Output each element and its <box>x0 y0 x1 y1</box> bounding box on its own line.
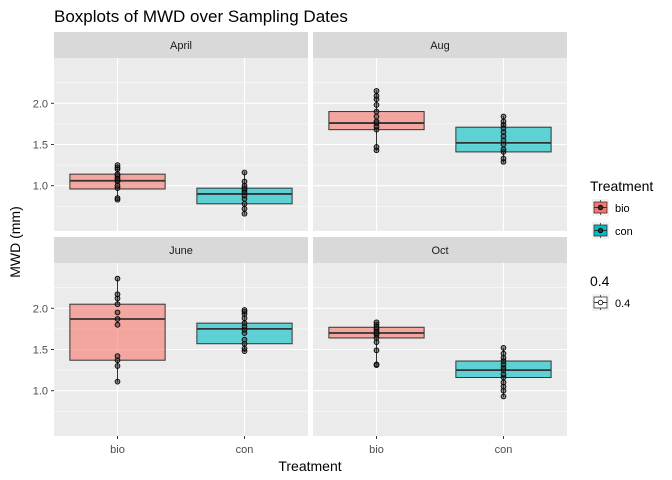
y-tick-label: 1.0 <box>33 386 48 398</box>
data-point <box>373 88 380 94</box>
data-point <box>500 393 507 400</box>
legend-alpha-key: 0.4 <box>592 294 630 311</box>
data-point <box>114 378 121 385</box>
legend-key-con: con <box>592 222 633 239</box>
box-con <box>196 169 293 217</box>
facet-panels: April 1.0 1.5 2.0 Aug June 1.0 1.5 2.0 bio con Oct b… <box>33 32 567 456</box>
x-tick-label: con <box>495 444 513 456</box>
data-point <box>373 102 380 108</box>
data-point <box>114 171 121 178</box>
data-point <box>114 162 121 168</box>
data-point <box>500 155 507 162</box>
legend-label: bio <box>615 203 630 215</box>
data-point <box>373 118 380 125</box>
data-point <box>500 345 507 351</box>
box-bio <box>69 162 166 203</box>
data-point <box>241 307 248 313</box>
chart-title: Boxplots of MWD over Sampling Dates <box>54 7 348 26</box>
data-point <box>373 347 380 354</box>
data-point <box>373 108 380 115</box>
data-point <box>241 336 248 343</box>
data-point <box>114 275 121 282</box>
facet-strip <box>313 32 567 58</box>
y-tick-label: 1.5 <box>33 345 48 357</box>
panel-oct: Oct bio con <box>313 237 567 456</box>
data-point <box>500 146 507 153</box>
data-point <box>114 195 121 201</box>
legend: Treatment 0.4 bio con 0.4 <box>590 178 653 311</box>
box-con <box>455 113 552 165</box>
x-axis-title: Treatment <box>278 458 341 474</box>
legend-key-point <box>597 227 604 234</box>
data-point <box>373 319 380 326</box>
data-point <box>114 321 121 328</box>
data-point <box>500 350 507 357</box>
legend-label: con <box>615 226 633 238</box>
data-point <box>241 205 248 212</box>
data-point <box>241 178 248 185</box>
box-bio <box>328 88 425 154</box>
legend-key-point <box>597 204 604 211</box>
y-tick-label: 2.0 <box>33 303 48 315</box>
y-tick-label: 2.0 <box>33 98 48 110</box>
data-point <box>373 113 380 120</box>
data-point <box>114 316 121 322</box>
facet-strip <box>54 32 308 58</box>
panel-april: April 1.0 1.5 2.0 <box>33 32 308 231</box>
facet-label: June <box>169 245 193 257</box>
facet-label: Oct <box>431 245 448 257</box>
data-point <box>114 291 121 298</box>
data-point <box>373 361 380 368</box>
data-point <box>241 320 248 326</box>
data-point <box>241 210 248 217</box>
facet-strip <box>54 237 308 263</box>
x-tick-label: con <box>236 444 254 456</box>
y-axis-title: MWD (mm) <box>7 206 23 278</box>
facet-label: Aug <box>430 40 450 52</box>
legend-label: 0.4 <box>615 298 630 310</box>
box-bio <box>328 319 425 369</box>
data-point <box>373 144 380 150</box>
data-point <box>114 309 121 316</box>
x-tick-label: bio <box>110 444 125 456</box>
data-point <box>500 379 507 386</box>
y-tick-label: 1.5 <box>33 140 48 152</box>
data-point <box>241 200 248 207</box>
panel-june: June 1.0 1.5 2.0 bio con <box>33 237 308 456</box>
facet-label: April <box>170 40 192 52</box>
data-point <box>114 353 121 359</box>
legend-key-point <box>597 299 604 306</box>
panel-aug: Aug <box>313 32 567 231</box>
data-point <box>500 118 507 125</box>
data-point <box>500 113 507 120</box>
facet-strip <box>313 237 567 263</box>
legend-key-bio: bio <box>592 199 630 216</box>
box-con <box>455 345 552 400</box>
y-tick-label: 1.0 <box>33 181 48 193</box>
data-point <box>114 301 121 308</box>
legend-alpha-title: 0.4 <box>590 273 610 289</box>
box-con <box>196 307 293 354</box>
legend-fill-title: Treatment <box>590 178 653 194</box>
data-point <box>373 93 380 99</box>
x-tick-label: bio <box>369 444 384 456</box>
data-point <box>114 363 121 369</box>
data-point <box>241 345 248 352</box>
data-point <box>241 169 248 176</box>
box-bio <box>69 275 166 385</box>
